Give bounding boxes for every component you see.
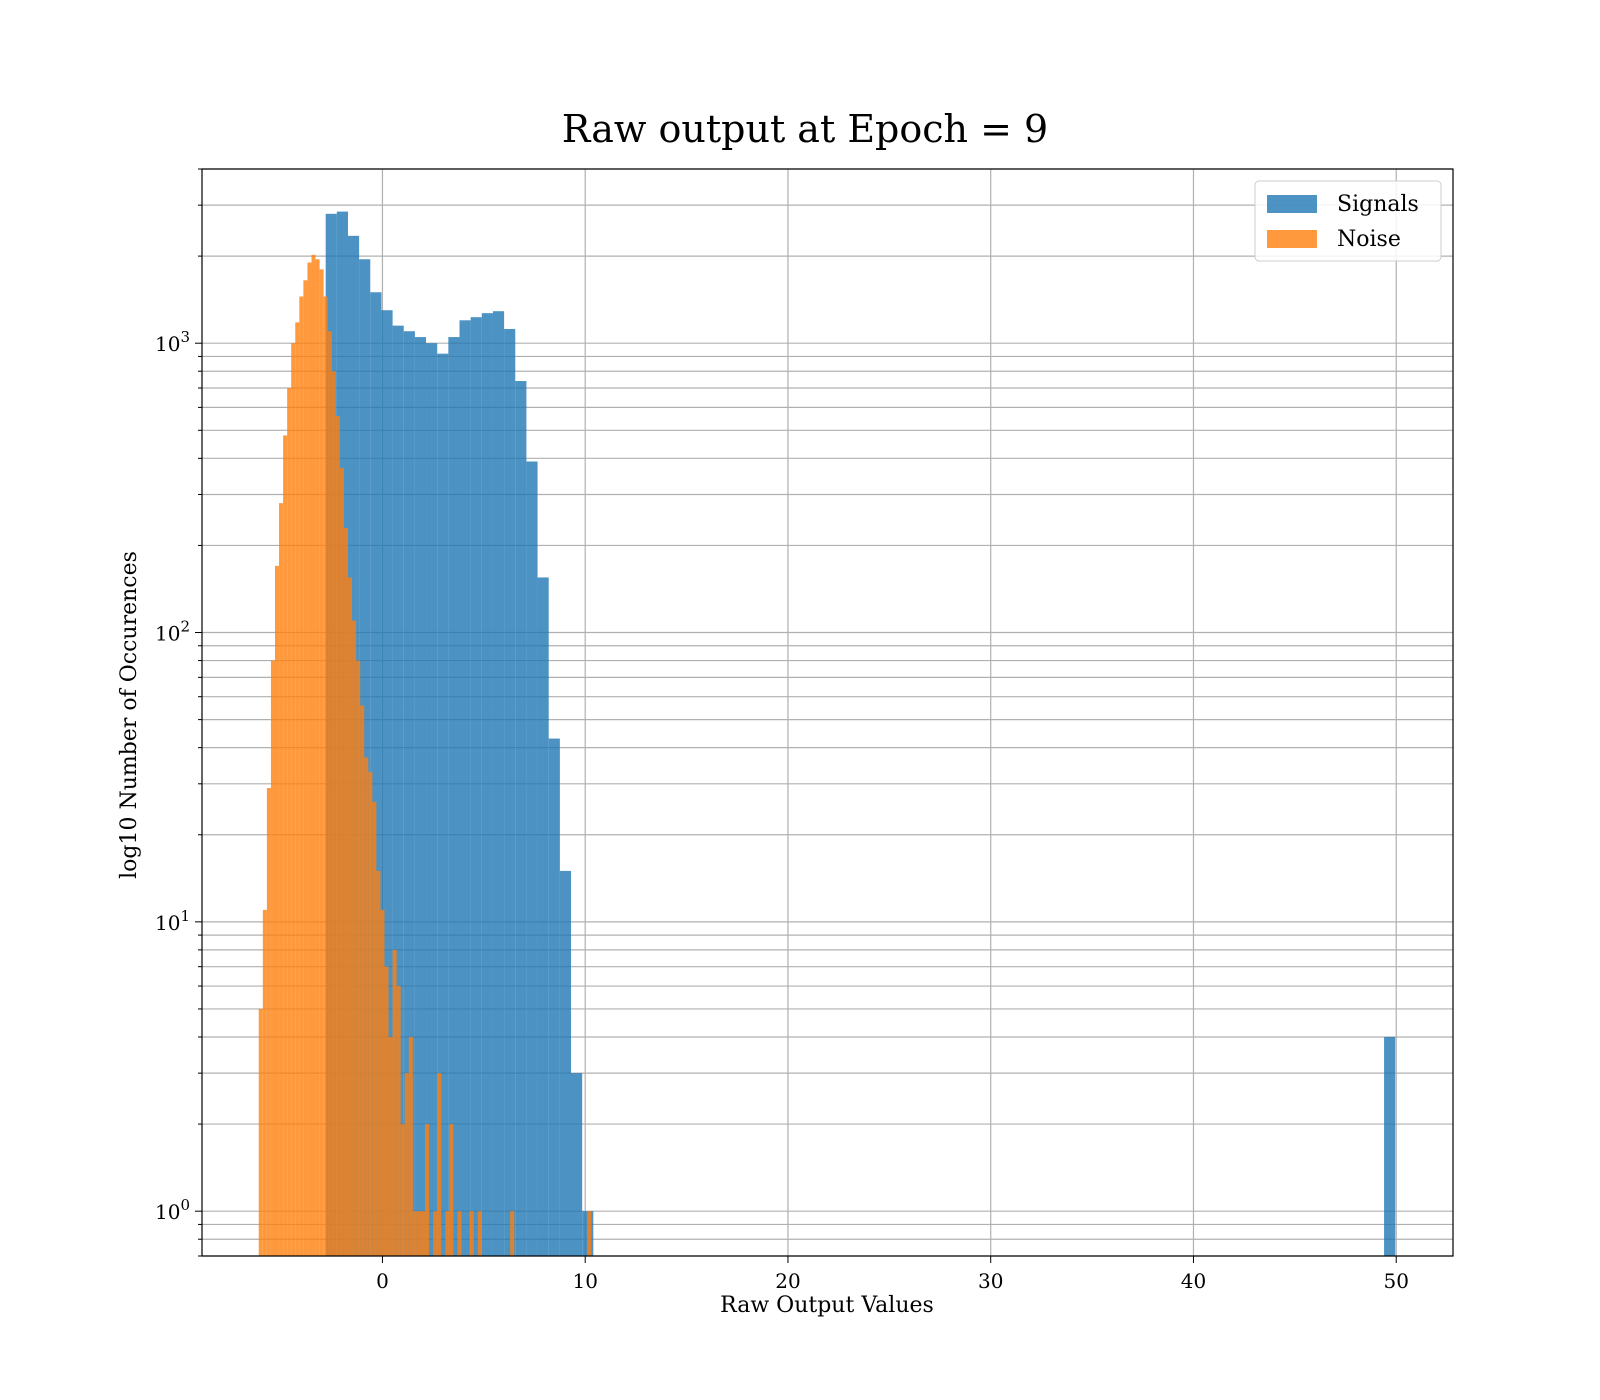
- noise-bar: [343, 527, 348, 1256]
- signals-bar: [537, 577, 549, 1256]
- noise-bar: [307, 262, 312, 1256]
- noise-bar: [299, 296, 304, 1256]
- noise-bar: [319, 269, 324, 1257]
- noise-bar: [323, 296, 328, 1256]
- noise-bar: [327, 331, 332, 1256]
- signals-bar: [392, 325, 404, 1256]
- noise-bar: [469, 1211, 474, 1256]
- noise-bar: [587, 1211, 592, 1256]
- noise-bar: [400, 1124, 405, 1256]
- noise-bar: [412, 1211, 417, 1256]
- noise-bar: [347, 577, 353, 1256]
- signals-bar: [437, 353, 449, 1256]
- noise-bar: [433, 1211, 438, 1256]
- x-tick-label: 10: [572, 1269, 597, 1293]
- signals-bar: [470, 317, 482, 1256]
- noise-bar: [270, 660, 275, 1256]
- signals-bar: [426, 343, 438, 1256]
- noise-bar: [360, 705, 365, 1256]
- noise-bar: [457, 1211, 462, 1256]
- noise-bar: [274, 565, 280, 1256]
- noise-bar: [384, 966, 389, 1256]
- noise-bar: [396, 986, 401, 1256]
- x-tick-label: 0: [376, 1269, 389, 1293]
- noise-bar: [437, 1073, 442, 1256]
- legend-label: Noise: [1337, 227, 1401, 252]
- noise-bar: [315, 259, 320, 1256]
- noise-bar: [262, 909, 267, 1256]
- y-axis-label: log10 Number of Occurences: [117, 551, 142, 879]
- noise-bar: [339, 468, 344, 1256]
- signals-bar: [481, 313, 493, 1256]
- noise-bar: [510, 1211, 515, 1256]
- noise-bar: [392, 949, 397, 1256]
- noise-bar: [477, 1211, 482, 1256]
- noise-bar: [283, 435, 288, 1256]
- x-tick-label: 50: [1384, 1269, 1409, 1293]
- signals-bar: [381, 310, 393, 1256]
- y-tick-label: 103: [155, 328, 190, 356]
- legend: Signals Noise: [1254, 180, 1442, 262]
- bars: [258, 211, 1396, 1257]
- noise-bar: [388, 1036, 393, 1256]
- noise-bar: [376, 870, 381, 1256]
- noise-bar: [287, 388, 292, 1256]
- y-tick-label: 102: [155, 618, 190, 646]
- noise-bar: [380, 909, 385, 1256]
- noise-bar: [279, 503, 284, 1256]
- x-tick-label: 20: [775, 1269, 800, 1293]
- noise-bar: [404, 1073, 409, 1256]
- legend-swatch: [1267, 195, 1317, 213]
- noise-bar: [449, 1124, 454, 1256]
- noise-bar: [425, 1124, 430, 1256]
- signals-bar: [370, 292, 382, 1256]
- signals-bar: [1384, 1036, 1396, 1256]
- noise-bar: [331, 371, 336, 1256]
- noise-bar: [266, 788, 271, 1256]
- noise-bar: [335, 416, 340, 1256]
- noise-bar: [408, 1036, 413, 1256]
- signals-bar: [559, 870, 572, 1256]
- signals-bar: [504, 328, 516, 1256]
- signals-bar: [414, 337, 427, 1256]
- signals-bar: [515, 381, 527, 1257]
- noise-bar: [303, 280, 308, 1257]
- signals-bar: [459, 320, 471, 1256]
- signals-bar: [526, 461, 538, 1256]
- legend-label: Signals: [1337, 192, 1419, 217]
- noise-bar: [420, 1211, 426, 1256]
- legend-swatch: [1267, 230, 1317, 248]
- noise-bar: [372, 801, 377, 1256]
- signals-bar: [492, 311, 505, 1256]
- noise-bar: [356, 660, 361, 1256]
- noise-bar: [364, 757, 369, 1256]
- noise-bar: [416, 1211, 421, 1256]
- y-tick-label: 101: [155, 907, 190, 935]
- signals-bar: [448, 337, 460, 1256]
- plot-frame: [201, 168, 1454, 1257]
- x-tick-label: 30: [978, 1269, 1003, 1293]
- signals-bar: [548, 738, 560, 1256]
- noise-bar: [368, 771, 373, 1256]
- signals-bar: [571, 1073, 583, 1256]
- signals-bar: [403, 331, 415, 1256]
- noise-bar: [445, 1211, 450, 1256]
- ticks: 0 10 20 30 40 50 100 101 102 103: [155, 168, 1409, 1293]
- noise-bar: [352, 620, 357, 1256]
- noise-bar: [291, 343, 296, 1256]
- noise-bar: [258, 1008, 263, 1256]
- noise-bar: [311, 254, 316, 1256]
- x-tick-label: 40: [1181, 1269, 1206, 1293]
- x-axis-label: Raw Output Values: [720, 1293, 934, 1318]
- y-tick-label: 100: [155, 1196, 190, 1224]
- chart-title: Raw output at Epoch = 9: [562, 107, 1048, 151]
- noise-bar: [295, 322, 300, 1257]
